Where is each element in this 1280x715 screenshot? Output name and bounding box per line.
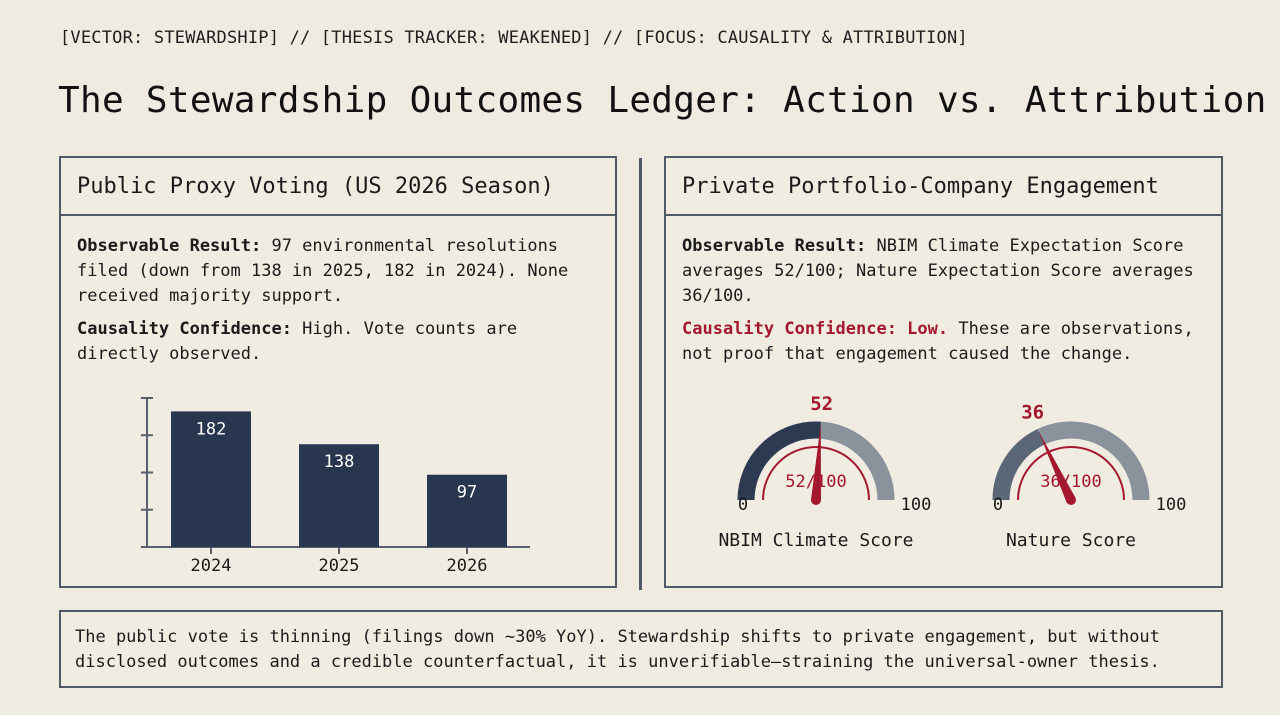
x-tick-label-2025: 2025 bbox=[319, 556, 360, 576]
gauge-remaining-climate bbox=[819, 421, 895, 501]
gauge-title-climate: NBIM Climate Score bbox=[718, 530, 913, 551]
gauge-fill-climate bbox=[737, 421, 821, 501]
right-observable-result: Observable Result: NBIM Climate Expectat… bbox=[682, 234, 1205, 309]
bar-value-label-2025: 138 bbox=[324, 452, 355, 472]
left-causality-confidence: Causality Confidence: High. Vote counts … bbox=[77, 317, 599, 367]
gauge-hub-nature bbox=[1066, 495, 1076, 505]
gauge-title-nature: Nature Score bbox=[1006, 530, 1136, 551]
gauge-value-label-climate: 52 bbox=[810, 393, 833, 415]
right-result-label: Observable Result: bbox=[682, 236, 867, 256]
gauge-inner-ring-nature bbox=[1017, 446, 1125, 501]
gauge-needle-nature bbox=[1038, 431, 1076, 503]
bar-2026 bbox=[427, 474, 507, 547]
gauge-climate: 52 52/100 0 100 NBIM Climate Score bbox=[718, 393, 931, 551]
gauge-hub-climate bbox=[811, 495, 821, 505]
right-confidence-text: These are observations, not proof that e… bbox=[682, 319, 1194, 364]
gauge-inner-ring-climate bbox=[762, 446, 870, 501]
right-confidence-label: Causality Confidence: Low. bbox=[682, 319, 949, 339]
summary-footer: The public vote is thinning (filings dow… bbox=[59, 610, 1223, 688]
header-tagline: [VECTOR: STEWARDSHIP] // [THESIS TRACKER… bbox=[60, 28, 968, 48]
gauge-fill-nature bbox=[992, 428, 1046, 501]
gauge-needle-climate bbox=[811, 424, 821, 501]
bar-value-label-2024: 182 bbox=[196, 419, 227, 439]
private-engagement-body: Observable Result: NBIM Climate Expectat… bbox=[666, 216, 1221, 367]
gauge-remaining-nature bbox=[1037, 421, 1150, 501]
private-engagement-panel: Private Portfolio-Company Engagement Obs… bbox=[664, 156, 1223, 588]
gauge-max-label-nature: 100 bbox=[1156, 495, 1187, 515]
gauge-center-readout-nature: 36/100 bbox=[1040, 472, 1101, 492]
page-title: The Stewardship Outcomes Ledger: Action … bbox=[58, 80, 1267, 121]
left-result-label: Observable Result: bbox=[77, 236, 262, 256]
left-result-text: 97 environmental resolutions filed (down… bbox=[77, 236, 569, 306]
gauge-nature: 36 36/100 0 100 Nature Score bbox=[992, 402, 1187, 551]
gauge-min-label-nature: 0 bbox=[993, 495, 1003, 515]
bar-2025 bbox=[299, 444, 379, 547]
right-causality-confidence: Causality Confidence: Low. These are obs… bbox=[682, 317, 1205, 367]
x-tick-label-2024: 2024 bbox=[191, 556, 232, 576]
right-result-text: NBIM Climate Expectation Score averages … bbox=[682, 236, 1194, 306]
left-observable-result: Observable Result: 97 environmental reso… bbox=[77, 234, 599, 309]
panel-divider bbox=[639, 158, 642, 590]
private-engagement-heading: Private Portfolio-Company Engagement bbox=[666, 158, 1221, 216]
x-tick-label-2026: 2026 bbox=[447, 556, 488, 576]
public-proxy-voting-heading: Public Proxy Voting (US 2026 Season) bbox=[61, 158, 615, 216]
gauge-max-label-climate: 100 bbox=[901, 495, 932, 515]
public-proxy-voting-body: Observable Result: 97 environmental reso… bbox=[61, 216, 615, 367]
bar-2024 bbox=[171, 411, 251, 547]
gauge-min-label-climate: 0 bbox=[738, 495, 748, 515]
left-confidence-label: Causality Confidence: bbox=[77, 319, 292, 339]
gauge-center-readout-climate: 52/100 bbox=[785, 472, 846, 492]
bar-value-label-2026: 97 bbox=[457, 483, 477, 503]
left-confidence-text: High. Vote counts are directly observed. bbox=[77, 319, 518, 364]
gauge-value-label-nature: 36 bbox=[1021, 402, 1044, 424]
